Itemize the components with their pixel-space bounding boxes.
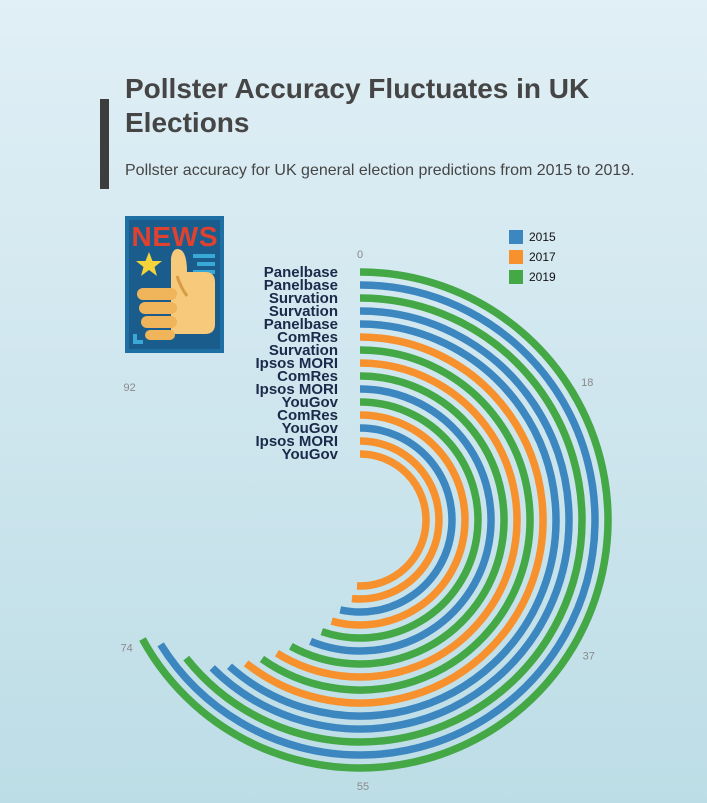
page-title: Pollster Accuracy Fluctuates in UK Elect… — [125, 73, 590, 138]
legend-swatch-2017 — [509, 250, 523, 264]
bar-comres-2017 — [243, 333, 547, 707]
bar-comres-2019 — [289, 372, 508, 668]
page-subtitle: Pollster accuracy for UK general electio… — [125, 162, 635, 179]
bar-survation-2019 — [183, 294, 586, 746]
category-label: Survation — [269, 342, 338, 359]
bar-panelbase-2015 — [227, 320, 560, 720]
category-label: ComRes — [277, 329, 338, 346]
axis-tick-label: 37 — [583, 651, 595, 663]
category-label: Panelbase — [264, 316, 338, 333]
bar-panelbase-2019 — [139, 268, 612, 772]
legend-label: 2015 — [529, 230, 556, 244]
category-label: Survation — [269, 290, 338, 307]
bar-panelbase-2015 — [157, 281, 599, 759]
category-label: Panelbase — [264, 264, 338, 281]
axis-tick-label: 55 — [357, 781, 369, 793]
category-label: Ipsos MORI — [255, 433, 338, 450]
axis-tick-label: 92 — [123, 382, 135, 394]
bar-survation-2019 — [259, 346, 534, 694]
axis-tick-label: 18 — [581, 377, 593, 389]
category-label: Ipsos MORI — [255, 381, 338, 398]
legend-label: 2017 — [529, 250, 556, 264]
legend-label: 2019 — [529, 270, 556, 284]
news-thumbs-up-icon: NEWS — [125, 216, 224, 353]
legend-swatch-2015 — [509, 230, 523, 244]
bar-ipsos-mori-2017 — [274, 359, 521, 681]
category-label: Panelbase — [264, 277, 338, 294]
bar-survation-2015 — [209, 307, 573, 733]
bar-ipsos-mori-2017 — [351, 437, 443, 603]
category-label: Ipsos MORI — [255, 355, 338, 372]
title-accent-bar — [100, 99, 109, 189]
bar-yougov-2019 — [320, 398, 482, 642]
legend-swatch-2019 — [509, 270, 523, 284]
bar-yougov-2015 — [339, 424, 456, 616]
bar-ipsos-mori-2015 — [309, 385, 495, 655]
axis-tick-label: 0 — [357, 249, 363, 261]
category-label: ComRes — [277, 407, 338, 424]
category-label: YouGov — [282, 394, 339, 411]
category-label: YouGov — [282, 420, 339, 437]
bar-comres-2017 — [330, 411, 469, 629]
category-label: Survation — [269, 303, 338, 320]
svg-text:NEWS: NEWS — [132, 221, 218, 252]
category-label: ComRes — [277, 368, 338, 385]
bar-yougov-2017 — [356, 450, 430, 590]
axis-tick-label: 74 — [121, 643, 133, 655]
category-label: YouGov — [282, 446, 339, 463]
